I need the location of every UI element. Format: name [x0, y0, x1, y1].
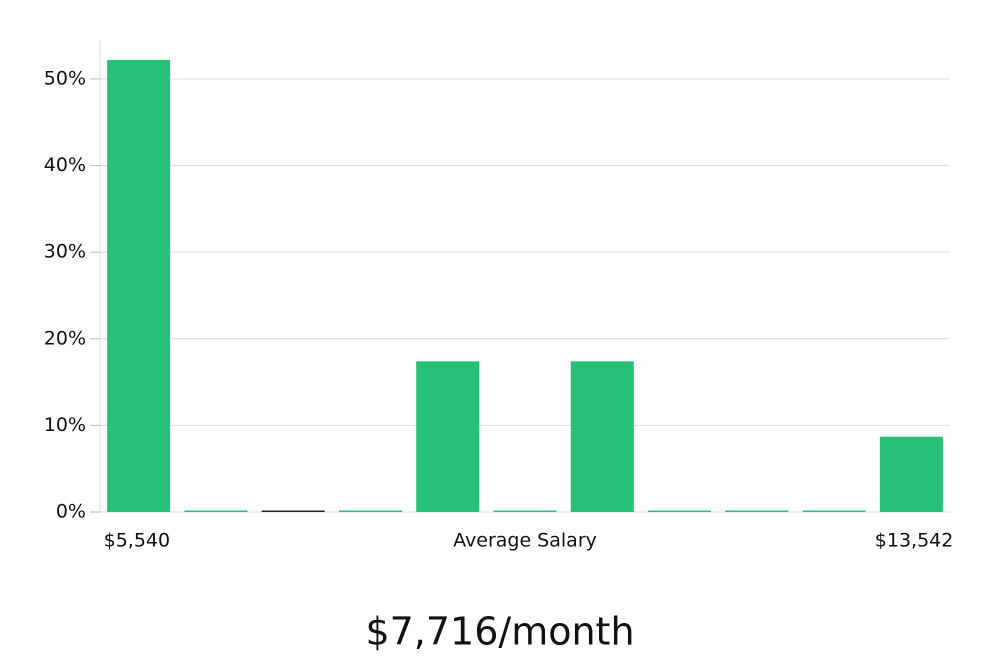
y-tick-label: 40%	[44, 154, 86, 176]
bar	[338, 510, 402, 512]
y-tick-label: 20%	[44, 327, 86, 349]
bar	[493, 510, 557, 512]
bar	[107, 59, 171, 513]
x-tick-label: $5,540	[104, 530, 170, 552]
y-tick-label: 30%	[44, 241, 86, 263]
y-tick-label: 50%	[44, 67, 86, 89]
bar	[802, 510, 866, 512]
annotation: $7,716/month	[365, 610, 634, 654]
bar	[725, 510, 789, 512]
bar	[261, 510, 325, 512]
x-tick-label: $13,542	[875, 530, 954, 552]
bar	[648, 510, 712, 512]
y-tick-label: 0%	[56, 501, 86, 523]
bar	[184, 510, 248, 512]
y-tick-label: 10%	[44, 414, 86, 436]
bar	[879, 436, 943, 512]
bar	[416, 361, 480, 512]
bar	[570, 361, 634, 512]
x-axis-label: Average Salary	[453, 530, 597, 552]
